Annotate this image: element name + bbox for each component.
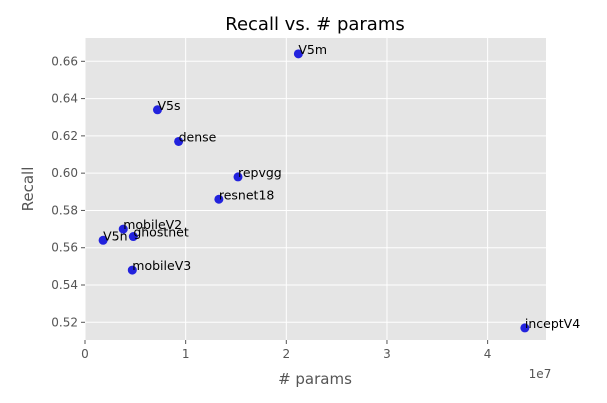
- point-label: dense: [179, 129, 217, 144]
- plot-background: [85, 38, 546, 340]
- x-tick-label: 0: [81, 347, 89, 361]
- data-point: [520, 323, 530, 333]
- point-label: mobileV2: [123, 217, 182, 232]
- y-tick-label: 0.54: [51, 278, 78, 292]
- x-tick-label: 4: [484, 347, 492, 361]
- x-axis-label: # params: [278, 370, 352, 388]
- point-label: resnet18: [219, 187, 275, 202]
- grid: [84, 38, 546, 340]
- y-tick-label: 0.66: [51, 54, 78, 68]
- point-label: V5s: [157, 98, 180, 113]
- data-point: [233, 172, 243, 182]
- chart-title: Recall vs. # params: [225, 14, 405, 35]
- point-label: ghostnet: [133, 225, 189, 240]
- axis-ticks: 0 1 2 3 4 0.52 0.54 0.56 0.58 0.60 0.62 0.64 0.66: [51, 54, 491, 361]
- y-tick-label: 0.56: [51, 241, 78, 255]
- point-label: V5m: [298, 42, 327, 57]
- x-tick-label: 3: [383, 347, 391, 361]
- point-label: V5n: [103, 228, 127, 243]
- y-tick-label: 0.52: [51, 315, 78, 329]
- data-points: V5m V5s dense repvgg resnet18 mobileV2ghostne…: [98, 42, 580, 333]
- data-point: [118, 224, 128, 234]
- point-label: mobileV3: [132, 258, 191, 273]
- x-tick-label: 1: [182, 347, 190, 361]
- data-point: [152, 105, 162, 115]
- y-tick-label: 0.58: [51, 203, 78, 217]
- y-tick-label: 0.60: [51, 166, 78, 180]
- y-tick-label: 0.62: [51, 129, 78, 143]
- x-axis-offset-label: 1e7: [529, 367, 552, 381]
- y-tick-label: 0.64: [51, 92, 78, 106]
- y-axis-label: Recall: [19, 167, 37, 212]
- x-tick-label: 2: [282, 347, 290, 361]
- data-point: [174, 136, 184, 146]
- point-label: inceptV4: [525, 316, 580, 331]
- data-point: [214, 194, 224, 204]
- data-point: [293, 49, 303, 59]
- data-point: [128, 232, 138, 242]
- point-label: repvgg: [238, 165, 282, 180]
- data-point: [127, 265, 137, 275]
- data-point: [98, 235, 108, 245]
